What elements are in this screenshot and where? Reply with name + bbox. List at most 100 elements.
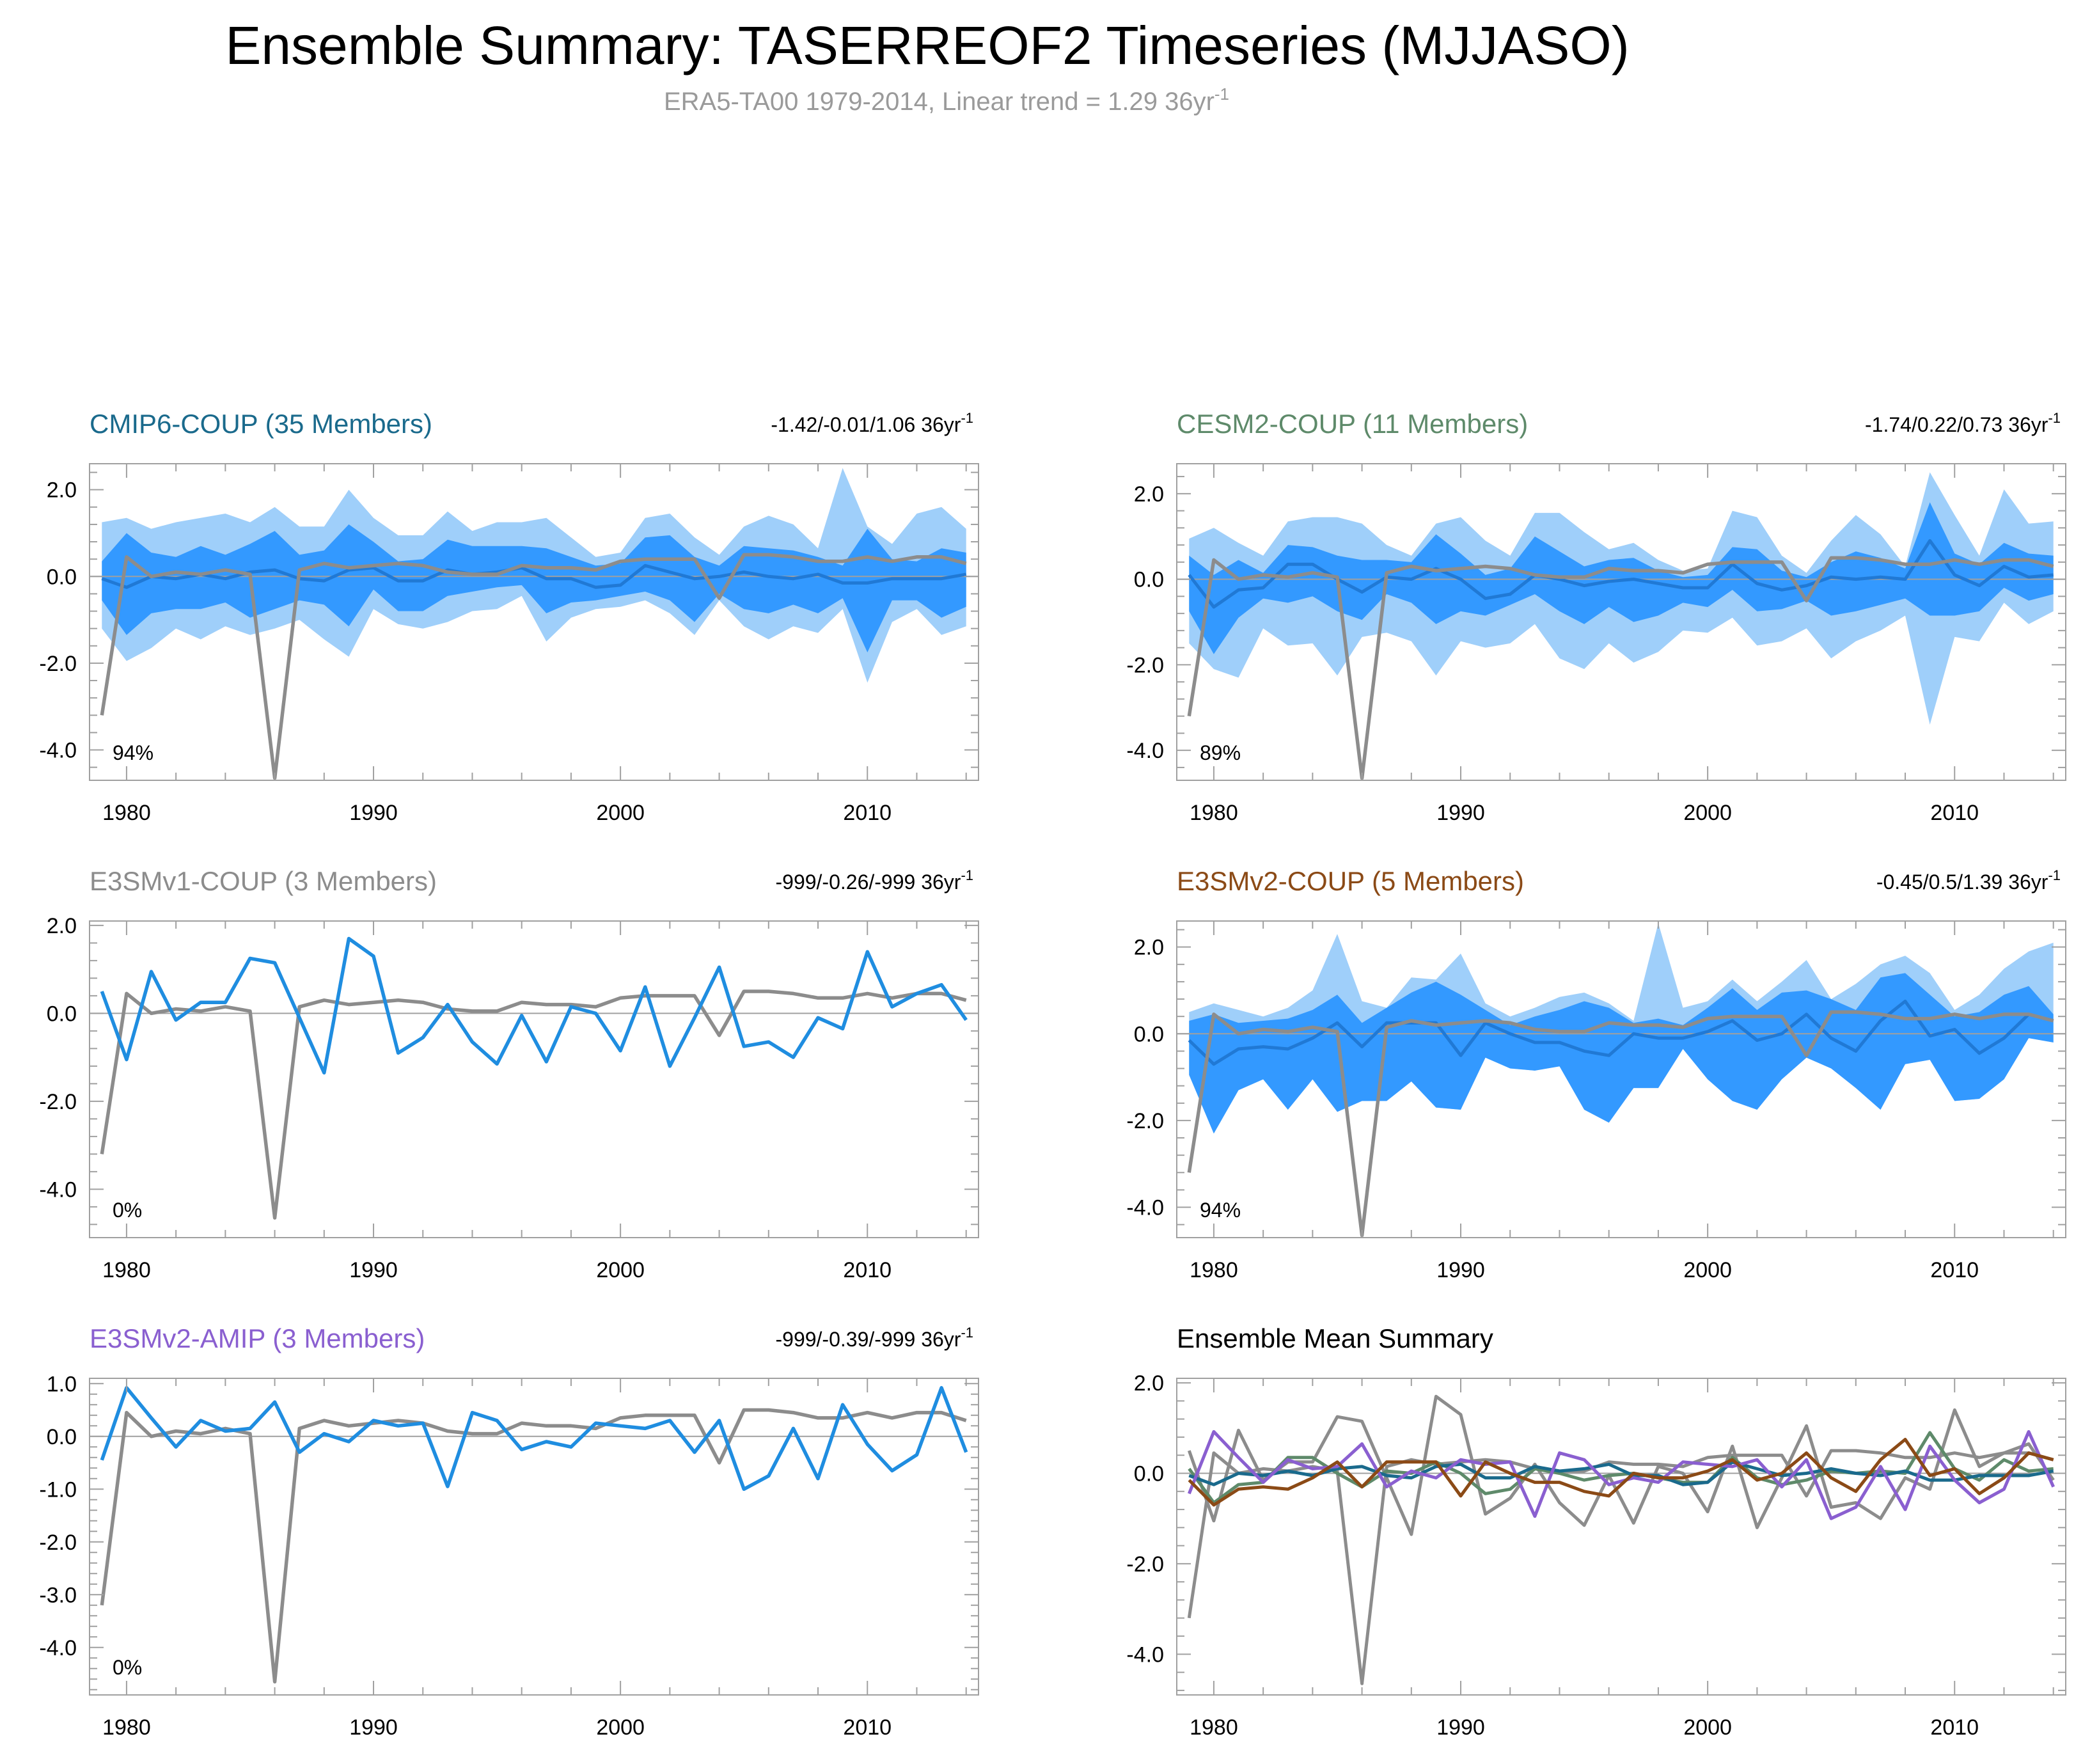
y-tick-label: -4.0 <box>39 739 77 763</box>
panel-trend-main: -1.74/0.22/0.73 36yr <box>1865 413 2048 436</box>
panel-trend-text: -999/-0.26/-999 36yr-1 <box>775 867 973 894</box>
x-tick-label: 1990 <box>349 801 398 825</box>
x-tick-label: 2010 <box>843 1715 892 1740</box>
x-tick-label: 2000 <box>1683 1715 1732 1740</box>
panel-title: Ensemble Mean Summary <box>1177 1323 1493 1353</box>
panel-title: CMIP6-COUP (35 Members) <box>90 409 432 439</box>
panel-title: E3SMv1-COUP (3 Members) <box>90 866 437 896</box>
panel-amip: E3SMv2-AMIP (3 Members) -999/-0.39/-999 3… <box>39 1323 979 1740</box>
x-tick-label: 2010 <box>843 1258 892 1282</box>
panel-trend-text: -1.74/0.22/0.73 36yr-1 <box>1865 410 2061 436</box>
x-tick-label: 1990 <box>349 1258 398 1282</box>
series-line-e3smv1-coup <box>1187 1394 2055 1536</box>
panel-trend-main: -1.42/-0.01/1.06 36yr <box>771 413 961 436</box>
panel-trend-main: -0.45/0.5/1.39 36yr <box>1876 870 2048 894</box>
x-tick-label: 2010 <box>1930 1715 1979 1740</box>
x-tick-label: 1980 <box>102 1715 151 1740</box>
y-tick-label: 0.0 <box>47 1425 77 1449</box>
x-tick-label: 1990 <box>1436 1715 1485 1740</box>
panel-percent-label: 94% <box>113 741 153 764</box>
y-tick-label: -2.0 <box>39 1531 77 1555</box>
y-tick-label: -4.0 <box>39 1177 77 1202</box>
observation-line <box>1187 556 2054 780</box>
x-tick-label: 1990 <box>1436 1258 1485 1282</box>
figure-subtitle: ERA5-TA00 1979-2014, Linear trend = 1.29… <box>664 84 1229 116</box>
plot-frame <box>89 920 979 1238</box>
x-tick-label: 2010 <box>843 801 892 825</box>
member-line <box>100 1386 968 1492</box>
panel-trend-main: -999/-0.26/-999 36yr <box>775 870 961 894</box>
x-tick-label: 2000 <box>596 1715 645 1740</box>
x-tick-label: 1990 <box>1436 801 1485 825</box>
y-tick-label: 0.0 <box>1134 1022 1164 1046</box>
series-line-e3smv2-amip <box>1187 1429 2055 1520</box>
observation-line <box>100 989 967 1220</box>
panel-title: E3SMv2-AMIP (3 Members) <box>90 1323 425 1353</box>
panel-trend-sup: -1 <box>961 1325 973 1341</box>
panel-trend-text: -999/-0.39/-999 36yr-1 <box>775 1325 973 1351</box>
plot-frame <box>1176 463 2066 781</box>
observation-line <box>100 1408 967 1684</box>
x-tick-label: 1990 <box>349 1715 398 1740</box>
y-tick-label: 2.0 <box>1134 1371 1164 1396</box>
inner-spread-band <box>1189 502 2054 654</box>
x-tick-label: 1980 <box>102 1258 151 1282</box>
panel-e3smv2: E3SMv2-COUP (5 Members) -0.45/0.5/1.39 36… <box>1126 866 2066 1282</box>
y-tick-label: -3.0 <box>39 1583 77 1607</box>
y-tick-label: 0.0 <box>47 565 77 589</box>
panel-title: E3SMv2-COUP (5 Members) <box>1177 866 1524 896</box>
y-tick-label: -2.0 <box>39 1090 77 1114</box>
x-tick-label: 1980 <box>102 801 151 825</box>
member-line <box>100 936 968 1075</box>
panel-trend-sup: -1 <box>961 867 973 883</box>
observation-line <box>100 553 967 780</box>
panel-cmip6: CMIP6-COUP (35 Members) -1.42/-0.01/1.06 … <box>39 409 979 825</box>
panel-trend-sup: -1 <box>2048 867 2061 883</box>
plot-frame <box>89 463 979 781</box>
y-tick-label: -4.0 <box>1126 739 1164 763</box>
x-tick-label: 2000 <box>596 1258 645 1282</box>
panel-trend-text: -0.45/0.5/1.39 36yr-1 <box>1876 867 2061 894</box>
x-tick-label: 1980 <box>1190 801 1238 825</box>
y-tick-label: -4.0 <box>39 1636 77 1660</box>
x-tick-label: 2010 <box>1930 1258 1979 1282</box>
y-tick-label: 0.0 <box>1134 1462 1164 1486</box>
y-tick-label: -4.0 <box>1126 1196 1164 1220</box>
y-tick-label: 0.0 <box>1134 568 1164 592</box>
x-tick-label: 2010 <box>1930 801 1979 825</box>
x-tick-label: 1980 <box>1190 1715 1238 1740</box>
panel-percent-label: 94% <box>1200 1199 1241 1222</box>
plot-frame <box>89 1378 979 1696</box>
panel-trend-main: -999/-0.39/-999 36yr <box>775 1328 961 1351</box>
y-tick-label: -2.0 <box>1126 1552 1164 1577</box>
observation-line <box>1187 1010 2054 1238</box>
y-tick-label: 2.0 <box>1134 482 1164 507</box>
y-tick-label: -2.0 <box>1126 653 1164 677</box>
ensemble-mean-line <box>1188 999 2054 1066</box>
y-tick-label: 2.0 <box>47 478 77 503</box>
series-line-e3smv2-coup <box>1188 1438 2054 1507</box>
y-tick-label: 0.0 <box>47 1002 77 1026</box>
panel-trend-sup: -1 <box>961 410 973 426</box>
x-tick-label: 2000 <box>596 801 645 825</box>
panel-percent-label: 0% <box>113 1656 142 1679</box>
figure-subtitle-main: ERA5-TA00 1979-2014, Linear trend = 1.29… <box>664 88 1214 116</box>
panel-summary: Ensemble Mean Summary 2.0 0.0 -2.0 -4.0 1980 1… <box>1126 1323 2066 1740</box>
y-tick-label: -4.0 <box>1126 1642 1164 1667</box>
x-tick-label: 2000 <box>1683 1258 1732 1282</box>
figure-subtitle-sup: -1 <box>1214 84 1229 104</box>
figure-title: Ensemble Summary: TASERREOF2 Timeseries … <box>225 15 1629 75</box>
y-tick-label: -2.0 <box>1126 1109 1164 1133</box>
panel-trend-sup: -1 <box>2048 410 2061 426</box>
panel-cesm2: CESM2-COUP (11 Members) -1.74/0.22/0.73 3… <box>1126 409 2066 825</box>
panel-trend-text: -1.42/-0.01/1.06 36yr-1 <box>771 410 973 436</box>
y-tick-label: 2.0 <box>1134 936 1164 960</box>
series-line-cmip6-coup <box>1188 1460 2054 1486</box>
panels: CMIP6-COUP (35 Members) -1.42/-0.01/1.06 … <box>39 409 2066 1740</box>
y-tick-label: 2.0 <box>47 914 77 938</box>
x-tick-label: 1980 <box>1190 1258 1238 1282</box>
panel-title: CESM2-COUP (11 Members) <box>1177 409 1528 439</box>
panel-percent-label: 0% <box>113 1199 142 1222</box>
panel-e3smv1: E3SMv1-COUP (3 Members) -999/-0.26/-999 3… <box>39 866 979 1282</box>
